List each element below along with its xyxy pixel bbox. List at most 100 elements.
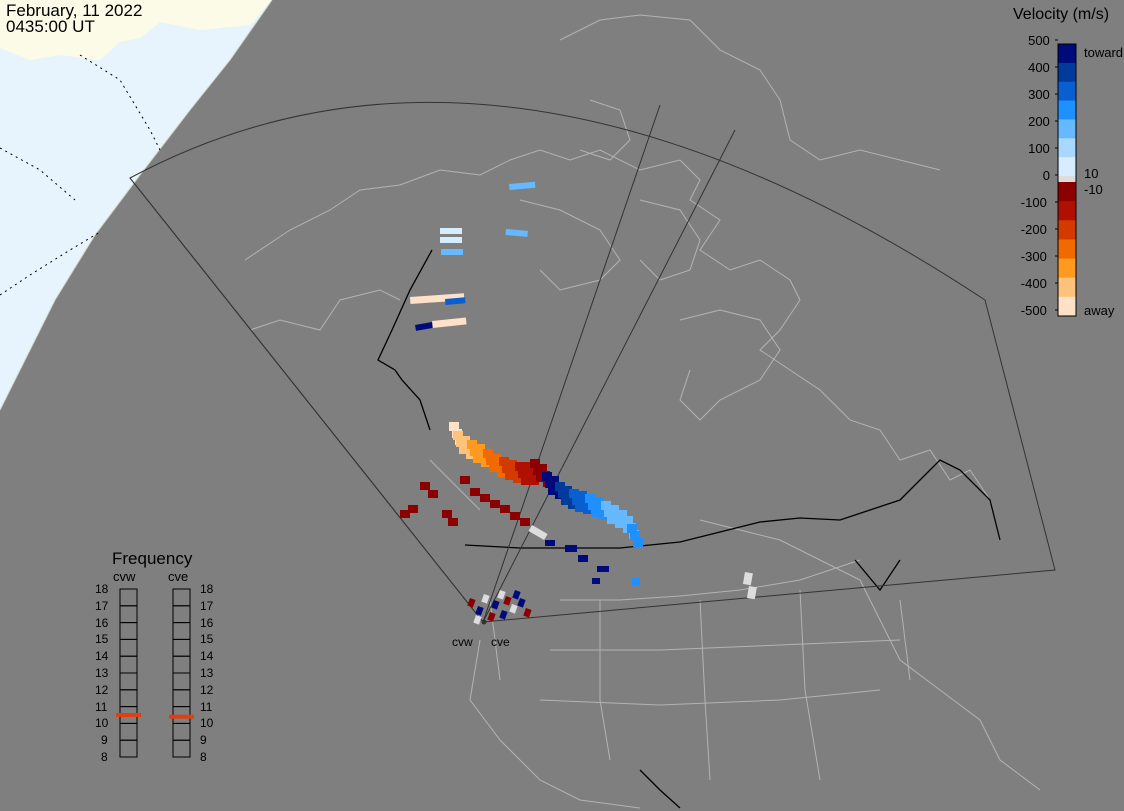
velocity-cell <box>475 606 484 616</box>
terminator <box>0 0 273 411</box>
velocity-cell <box>577 491 587 500</box>
frequency-tick-label: 14 <box>95 649 109 664</box>
velocity-cell <box>448 518 458 526</box>
velocity-cell <box>529 476 539 485</box>
frequency-cell <box>172 605 191 624</box>
velocity-cell <box>481 594 490 604</box>
colorbar-segment-toward <box>1058 44 1076 64</box>
frequency-tick-label: 8 <box>101 750 108 764</box>
velocity-cell <box>505 229 528 237</box>
frequency-cell <box>119 638 138 657</box>
velocity-cell <box>526 469 536 478</box>
velocity-cell <box>593 497 603 506</box>
velocity-cell <box>512 589 521 600</box>
velocity-cell <box>555 482 565 491</box>
frequency-tick-label: 9 <box>200 733 207 748</box>
velocity-cell <box>441 249 463 255</box>
frequency-cell <box>172 638 191 657</box>
velocity-tick-label: 300 <box>1028 87 1050 102</box>
colorbar-segment-zero <box>1058 176 1076 182</box>
colorbar-segment-away <box>1058 239 1076 260</box>
velocity-cell <box>460 476 470 484</box>
velocity-tick-label: -500 <box>1020 303 1047 318</box>
velocity-cell <box>562 486 572 495</box>
frequency-tick-label: 10 <box>95 716 109 731</box>
colorbar-segment-away <box>1058 182 1076 202</box>
velocity-cell <box>578 555 588 562</box>
velocity-tick-label: -200 <box>1020 222 1047 237</box>
frequency-cell <box>119 689 138 708</box>
velocity-cell <box>510 467 520 476</box>
velocity-cell <box>490 500 500 508</box>
velocity-cell <box>414 321 434 331</box>
frequency-cell <box>172 722 191 741</box>
velocity-cell <box>473 614 482 625</box>
frequency-cell <box>119 605 138 624</box>
frequency-cell <box>119 588 138 607</box>
velocity-cell <box>617 510 627 519</box>
velocity-cell <box>633 538 643 547</box>
velocity-cell <box>632 578 640 586</box>
frequency-cell <box>172 655 191 674</box>
frequency-cell <box>172 689 191 708</box>
frequency-cell <box>119 622 138 640</box>
colorbar-segment-away <box>1058 201 1076 221</box>
frequency-tick-label: 13 <box>200 666 214 680</box>
frequency-tick-label: 17 <box>200 598 214 613</box>
colorbar-segment-toward <box>1058 100 1076 120</box>
velocity-cell <box>507 460 517 469</box>
date-label: February, 11 2022 <box>6 1 143 20</box>
velocity-cell <box>515 462 525 471</box>
colorbar-segment-away <box>1058 277 1076 298</box>
velocity-cell <box>530 459 540 468</box>
site-label-cvw: cvw <box>452 635 473 649</box>
velocity-cell <box>597 566 609 572</box>
frequency-marker-cvw <box>116 713 141 717</box>
velocity-tick-label: 500 <box>1028 33 1050 48</box>
minus-ten-label: -10 <box>1084 182 1103 197</box>
velocity-cell <box>467 598 476 608</box>
frequency-cell <box>172 672 191 691</box>
frequency-cell <box>172 622 191 640</box>
velocity-tick-label: 100 <box>1028 141 1050 156</box>
radar-site-marker <box>481 619 487 625</box>
velocity-cell <box>549 476 559 485</box>
velocity-cell <box>491 454 501 463</box>
velocity-cell <box>428 490 438 498</box>
colorbar-segment-away <box>1058 296 1076 317</box>
freq-radar-cve: cve <box>168 569 189 584</box>
velocity-cell <box>609 505 619 514</box>
velocity-cell <box>520 518 530 526</box>
velocity-cell <box>630 531 640 540</box>
colorbar-frame <box>1057 43 1077 317</box>
velocity-cell <box>400 510 410 518</box>
daylight-region <box>0 0 272 410</box>
frequency-tick-label: 17 <box>95 598 109 613</box>
velocity-cell <box>483 449 493 458</box>
colorbar-segment-away <box>1058 220 1076 240</box>
velocity-cell <box>499 610 508 620</box>
site-label-cve: cve <box>491 635 510 649</box>
radar-fov <box>129 101 1056 623</box>
velocity-cell <box>503 596 512 606</box>
velocity-cell <box>480 494 490 502</box>
velocity-cell <box>499 457 509 466</box>
colorbar-segment-toward <box>1058 157 1076 177</box>
frequency-cell <box>119 722 138 741</box>
frequency-tick-label: 14 <box>200 649 214 664</box>
velocity-cell <box>585 494 595 503</box>
frequency-tick-label: 12 <box>95 682 109 697</box>
velocity-cell <box>521 476 531 485</box>
velocity-cell <box>537 464 547 473</box>
frequency-tick-label: 9 <box>101 733 108 748</box>
frequency-tick-label: 15 <box>200 632 214 647</box>
velocity-cell <box>623 516 633 525</box>
velocity-cell <box>491 600 500 610</box>
velocity-cell <box>500 505 510 513</box>
velocity-cell <box>565 545 577 552</box>
frequency-tick-label: 18 <box>95 582 109 596</box>
frequency-tick-label: 8 <box>200 750 207 764</box>
velocity-tick-label: -400 <box>1020 276 1047 291</box>
velocity-cell <box>509 604 518 614</box>
